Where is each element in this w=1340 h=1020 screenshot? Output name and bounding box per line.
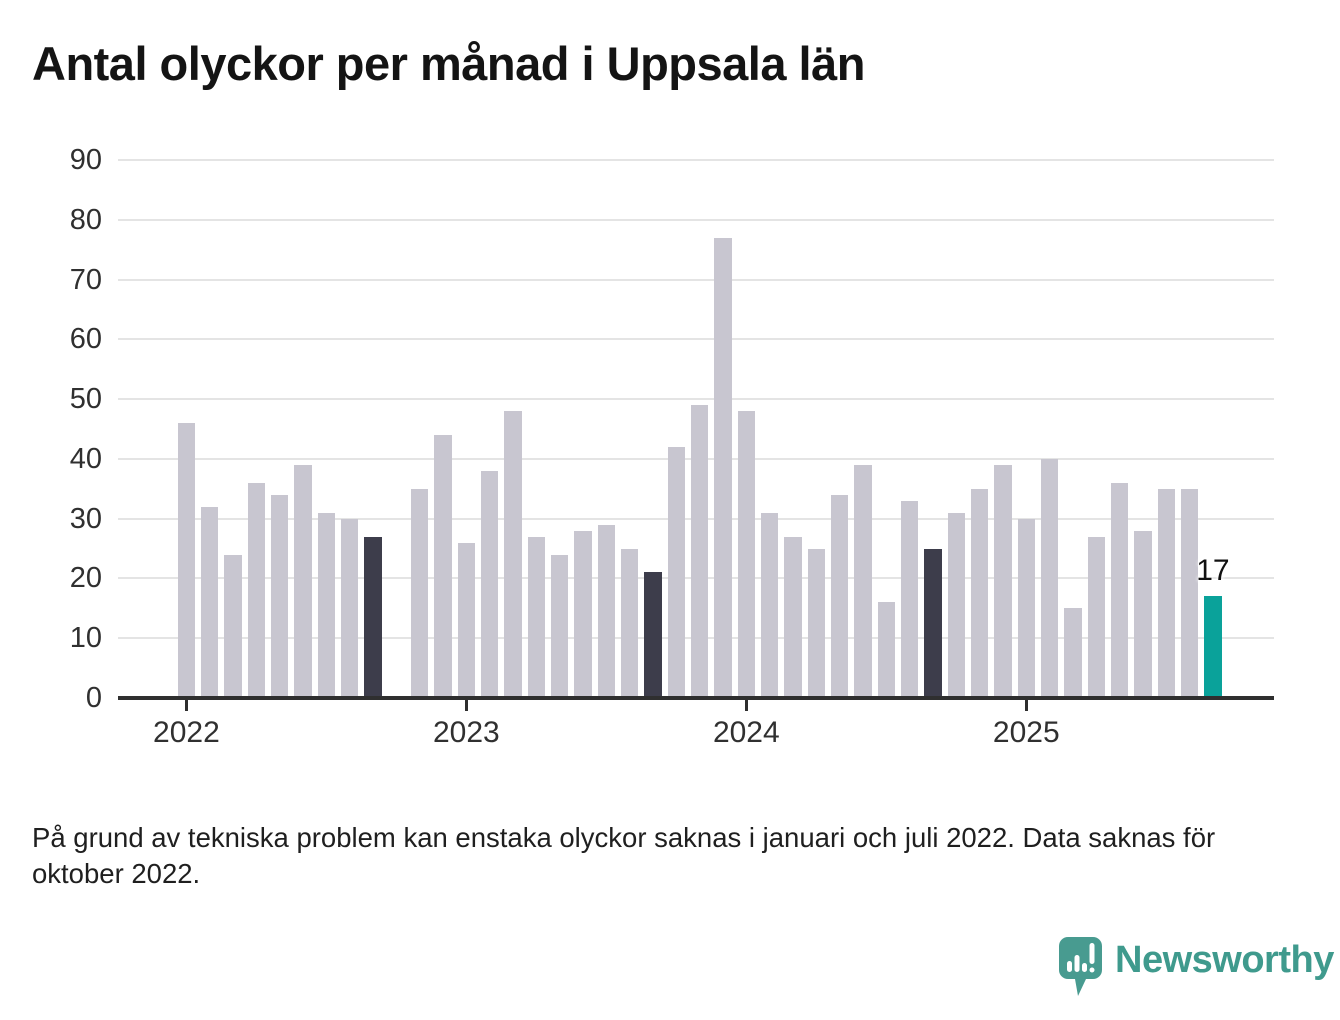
gridline-y-50 (118, 398, 1274, 401)
bar-2025-05 (1110, 482, 1129, 698)
chart-footnote: På grund av tekniska problem kan enstaka… (32, 822, 1216, 889)
bar-2023-02 (480, 470, 499, 698)
bar-2022-02 (201, 506, 219, 698)
bar-2023-08 (620, 548, 639, 698)
bar-2022-08 (341, 518, 359, 698)
gridline-y-80 (118, 218, 1274, 221)
plot-area: 0 10 20 30 40 50 60 70 80 90 2022 2023 2024 2025 17 (70, 144, 1274, 749)
x-axis-tick-label-2024: 2024 (712, 716, 780, 749)
bar-2022-06 (294, 464, 312, 698)
bar-2024-05 (830, 494, 849, 698)
x-axis-tick-2023 (464, 700, 468, 711)
branding: Newsworthy (1058, 936, 1334, 1000)
y-axis-tick-label: 10 (69, 622, 102, 655)
bar-2023-05 (550, 554, 569, 698)
latest-bar-value-label: 17 (1196, 554, 1230, 588)
bar-2022-01 (177, 423, 196, 698)
bar-2024-12 (994, 464, 1012, 698)
bar-2025-06 (1134, 530, 1152, 698)
x-axis-tick-label-2023: 2023 (432, 716, 500, 749)
bar-2023-06 (574, 530, 592, 698)
bar-2022-12 (434, 434, 452, 698)
gridline-y-60 (118, 338, 1274, 341)
y-axis-tick-label: 0 (85, 682, 102, 714)
bar-2024-08 (900, 500, 919, 698)
bar-2023-10 (667, 446, 686, 698)
bar-2025-02 (1040, 458, 1059, 698)
bar-2024-10 (947, 512, 965, 698)
x-axis-tick-label-2025: 2025 (992, 716, 1060, 749)
y-axis-tick-label: 50 (69, 383, 102, 416)
bar-2024-02 (760, 512, 779, 698)
bar-2023-01 (457, 542, 476, 698)
bar-2024-07 (877, 602, 895, 698)
branding-name: Newsworthy (1115, 939, 1334, 981)
y-axis-tick-label: 40 (69, 442, 102, 475)
x-axis-tick-label-2022: 2022 (153, 716, 220, 749)
y-axis-tick-label: 90 (69, 144, 102, 176)
chart-title: Antal olyckor per månad i Uppsala län (32, 37, 865, 90)
y-axis-tick-label: 20 (69, 562, 102, 595)
bar-2022-05 (271, 494, 289, 698)
gridline-y-90 (118, 159, 1274, 161)
bar-2025-04 (1087, 536, 1105, 698)
bar-2025-08 (1180, 488, 1199, 698)
speech-bubble-bar-chart-icon (1059, 937, 1102, 996)
bar-2024-03 (784, 536, 802, 698)
bar-2025-09 (1204, 596, 1222, 698)
bar-2024-06 (854, 464, 872, 698)
bar-2025-07 (1157, 488, 1175, 698)
bar-2023-03 (504, 411, 522, 698)
bar-2022-04 (247, 482, 266, 698)
x-axis-line (118, 696, 1274, 700)
bar-2024-04 (807, 548, 825, 698)
y-axis-tick-label: 60 (69, 323, 102, 356)
x-axis-tick-2022 (184, 700, 188, 711)
bar-2024-01 (737, 411, 755, 698)
y-axis-tick-label: 80 (69, 203, 102, 236)
x-axis-tick-2024 (744, 700, 748, 711)
gridline-y-70 (118, 278, 1274, 281)
x-axis-tick-2025 (1024, 700, 1028, 711)
bar-2025-01 (1017, 518, 1035, 698)
bar-2023-12 (714, 237, 732, 698)
bar-2023-04 (527, 536, 546, 698)
y-axis-tick-label: 30 (69, 502, 102, 535)
bar-2022-09 (364, 536, 382, 698)
bar-2023-07 (597, 524, 616, 698)
bar-2025-03 (1064, 608, 1082, 698)
bar-2024-09 (924, 548, 942, 698)
y-axis-tick-label: 70 (69, 263, 102, 296)
bar-2022-07 (317, 512, 336, 698)
bar-2022-03 (224, 554, 242, 698)
bar-2024-11 (970, 488, 989, 698)
bar-2023-11 (690, 405, 709, 698)
bar-2023-09 (644, 572, 662, 698)
bar-2022-11 (411, 488, 429, 698)
